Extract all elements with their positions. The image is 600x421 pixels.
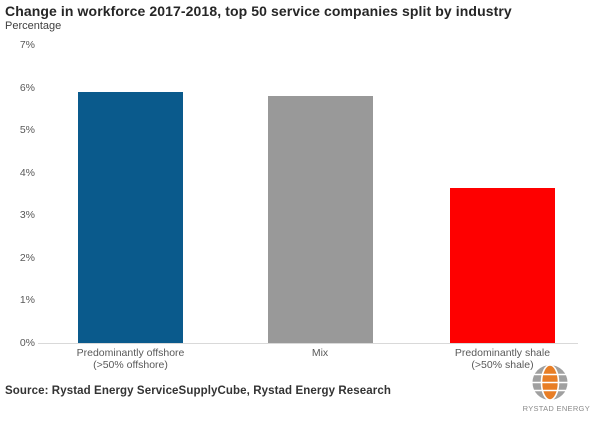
chart-title: Change in workforce 2017-2018, top 50 se… xyxy=(5,3,512,19)
y-tick-5pct: 5% xyxy=(19,123,35,136)
x-axis-line xyxy=(38,343,578,344)
y-tick-6pct: 6% xyxy=(19,81,35,94)
y-tick-4pct: 4% xyxy=(19,166,35,179)
bar-predominantly-offshore xyxy=(78,91,183,343)
chart-unit-label: Percentage xyxy=(5,20,62,32)
rystad-logo-text: RYSTAD ENERGY xyxy=(522,404,590,413)
bar-predominantly-shale xyxy=(450,187,555,343)
y-tick-0pct: 0% xyxy=(19,336,35,349)
x-axis-label-mix: Mix xyxy=(311,347,329,359)
y-tick-2pct: 2% xyxy=(19,251,35,264)
y-tick-1pct: 1% xyxy=(19,294,35,307)
x-axis-label-predominantly-shale: Predominantly shale (>50% shale) xyxy=(454,347,551,371)
source-text: Source: Rystad Energy ServiceSupplyCube,… xyxy=(5,385,391,397)
bar-mix xyxy=(267,96,373,343)
y-tick-7pct: 7% xyxy=(19,38,35,51)
y-tick-3pct: 3% xyxy=(19,209,35,222)
x-axis-label-predominantly-offshore: Predominantly offshore (>50% offshore) xyxy=(76,347,185,371)
globe-icon xyxy=(532,364,568,401)
rystad-logo: RYSTAD ENERGY xyxy=(510,363,590,413)
